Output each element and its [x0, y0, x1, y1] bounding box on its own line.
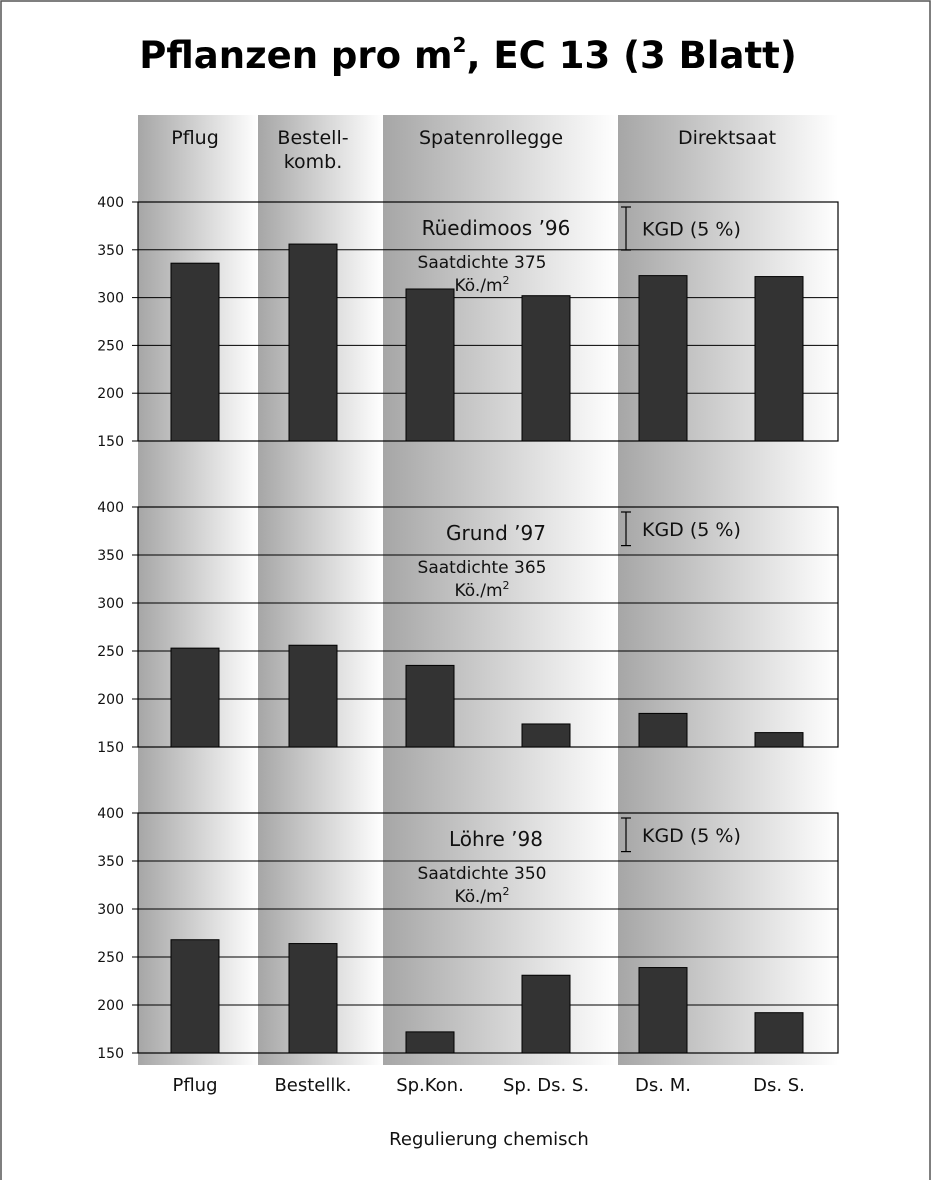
x-category-labels: Pflug Bestellk. Sp.Kon. Sp. Ds. S. Ds. M. Ds.…: [172, 1075, 804, 1096]
bar-ds-m: [638, 967, 688, 1054]
y-tick-label: 200: [97, 386, 124, 402]
bar-ds-m: [638, 275, 688, 442]
column-header-2-line-2: komb.: [284, 151, 343, 173]
figure-title-rest: , EC 13 (3 Blatt): [466, 34, 796, 77]
y-tick-label: 400: [97, 806, 124, 822]
y-tick-label: 150: [97, 740, 124, 756]
band-1: [138, 115, 258, 1065]
panel-title: Rüedimoos ’96: [422, 216, 571, 240]
plot-frame: [137, 506, 839, 748]
x-tick-label: Sp.Kon.: [396, 1075, 464, 1096]
bar-ds-m: [638, 712, 688, 748]
kgd-marker: [621, 511, 631, 547]
bar-bestellk: [288, 243, 338, 442]
x-tick-label: Pflug: [172, 1075, 217, 1096]
column-header-1-line-1: Pflug: [171, 127, 219, 149]
seed-density-unit: Kö./m2: [454, 885, 509, 907]
bar-ds-s: [754, 732, 804, 748]
y-tick-label: 300: [97, 902, 124, 918]
column-header-4-line-1: Direktsaat: [678, 127, 776, 149]
bar-pflug: [170, 647, 220, 748]
band-3: [383, 115, 618, 1065]
kgd-label: KGD (5 %): [642, 825, 741, 847]
bar-sp-ds-s: [521, 974, 571, 1054]
y-tick-label: 250: [97, 644, 124, 660]
y-tick-label: 250: [97, 950, 124, 966]
panel-1: 150 200 250 300 350 400 Rüedimoos ’96 Saatdicht…: [97, 195, 839, 450]
y-tick-label: 200: [97, 998, 124, 1014]
y-tick-label: 200: [97, 692, 124, 708]
bar-sp-ds-s: [521, 723, 571, 748]
y-tick-label: 400: [97, 195, 124, 211]
plot-frame: [137, 812, 839, 1054]
y-tick-label: 400: [97, 500, 124, 516]
panel-3: 150 200 250 300 350 400 Löhre ’98 Saatdichte 35…: [97, 806, 839, 1062]
seed-density-label: Saatdichte 375: [418, 253, 547, 273]
bar-sp-kon: [405, 1031, 455, 1054]
bar-sp-kon: [405, 288, 455, 442]
seed-density-label: Saatdichte 365: [418, 558, 547, 578]
column-headers: Pflug Bestell-komb. Spatenrollegge Direktsa…: [171, 127, 776, 173]
figure-title: Pflanzen pro m2, EC 13 (3 Blatt): [139, 33, 797, 77]
panel-2: 150 200 250 300 350 400 Grund ’97 Saatdichte 36…: [97, 500, 839, 756]
x-tick-label: Ds. M.: [635, 1075, 691, 1096]
panel-title: Grund ’97: [446, 521, 546, 545]
y-tick-label: 350: [97, 243, 124, 259]
column-header-2-line-1: Bestell-: [277, 127, 348, 149]
seed-density-unit: Kö./m2: [454, 579, 509, 601]
bar-sp-ds-s: [521, 295, 571, 442]
y-tick-label: 150: [97, 1046, 124, 1062]
band-4: [618, 115, 838, 1065]
y-tick-label: 150: [97, 434, 124, 450]
x-tick-label: Ds. S.: [753, 1075, 805, 1096]
x-footer-label: Regulierung chemisch: [389, 1129, 589, 1150]
kgd-label: KGD (5 %): [642, 219, 741, 241]
bar-sp-kon: [405, 664, 455, 748]
bar-bestellk: [288, 644, 338, 748]
kgd-marker: [621, 206, 631, 251]
bar-bestellk: [288, 943, 338, 1054]
y-tick-label: 300: [97, 596, 124, 612]
panel-title: Löhre ’98: [449, 827, 543, 851]
y-tick-label: 300: [97, 291, 124, 307]
kgd-label: KGD (5 %): [642, 519, 741, 541]
plot-frame: [137, 201, 839, 442]
x-tick-label: Bestellk.: [274, 1075, 351, 1096]
y-tick-label: 250: [97, 338, 124, 354]
chart-panels: 150 200 250 300 350 400 Rüedimoos ’96 Saatdicht…: [97, 195, 839, 1062]
y-tick-label: 350: [97, 854, 124, 870]
seed-density-label: Saatdichte 350: [418, 864, 547, 884]
figure-title-main: Pflanzen pro m: [139, 34, 452, 77]
seed-density-unit: Kö./m2: [454, 274, 509, 296]
x-tick-label: Sp. Ds. S.: [503, 1075, 589, 1096]
column-header-3-line-1: Spatenrollegge: [419, 127, 563, 149]
bar-pflug: [170, 939, 220, 1054]
y-tick-label: 350: [97, 548, 124, 564]
figure-title-sup: 2: [453, 33, 467, 57]
bar-ds-s: [754, 276, 804, 442]
bar-ds-s: [754, 1012, 804, 1054]
bar-pflug: [170, 262, 220, 442]
kgd-marker: [621, 817, 631, 853]
